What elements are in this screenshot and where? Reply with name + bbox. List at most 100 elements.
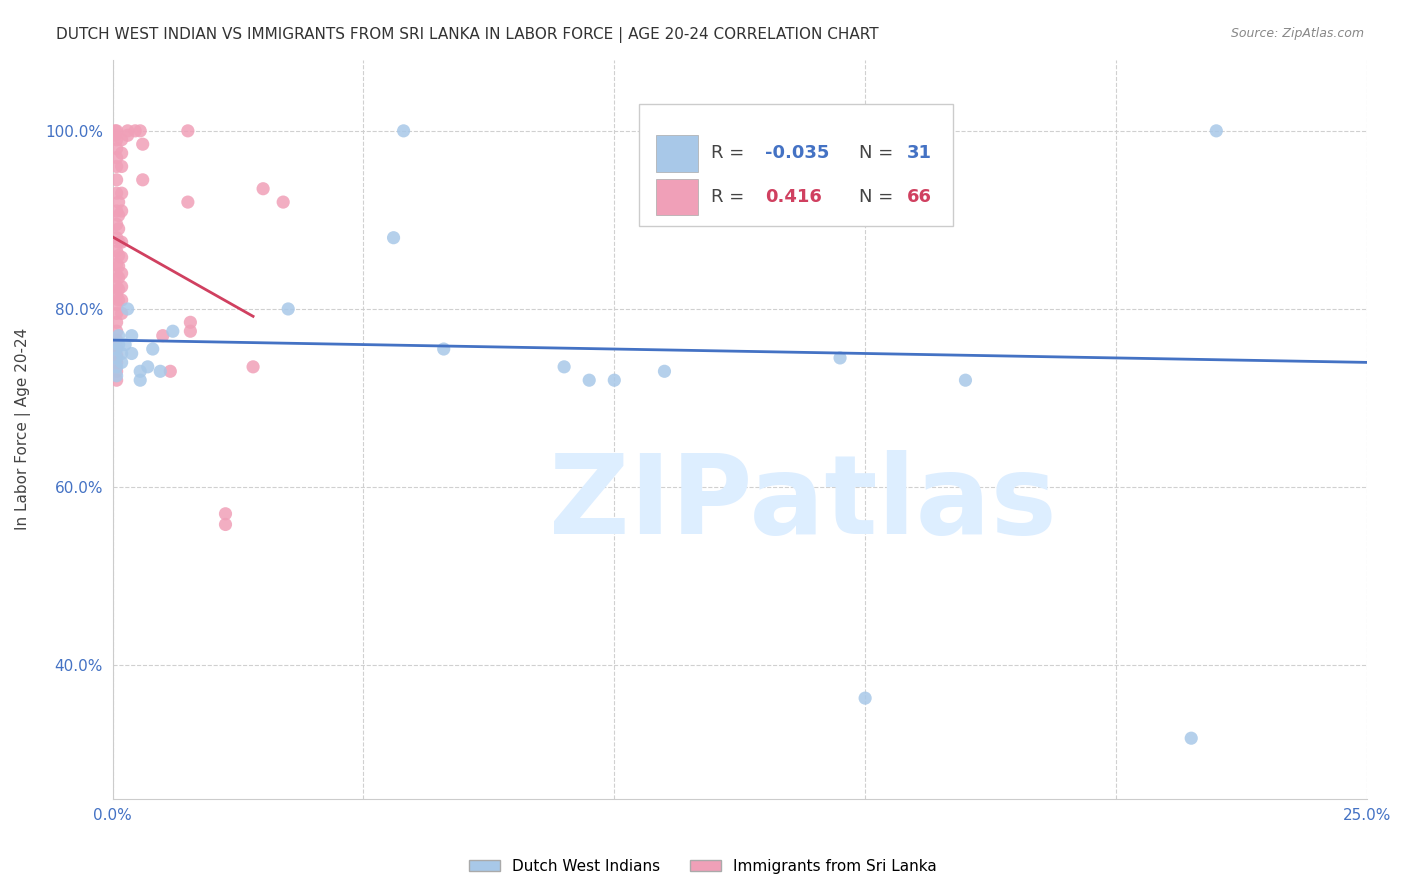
Point [136, 359, 159, 374]
Point [104, 124, 127, 138]
Point [105, 315, 128, 329]
Point [107, 195, 129, 210]
Point [142, 342, 165, 356]
Point [111, 279, 134, 293]
Point [111, 266, 134, 280]
FancyBboxPatch shape [640, 104, 953, 226]
Point [853, 691, 876, 706]
Point [111, 146, 134, 161]
Point [654, 364, 676, 378]
Point [105, 288, 128, 302]
Point [252, 182, 274, 196]
Point [107, 259, 129, 273]
Y-axis label: In Labor Force | Age 20-24: In Labor Force | Age 20-24 [15, 328, 31, 531]
Point [117, 124, 139, 138]
FancyBboxPatch shape [655, 136, 699, 171]
Point [107, 248, 129, 262]
Text: DUTCH WEST INDIAN VS IMMIGRANTS FROM SRI LANKA IN LABOR FORCE | AGE 20-24 CORREL: DUTCH WEST INDIAN VS IMMIGRANTS FROM SRI… [56, 27, 879, 43]
Point [105, 351, 128, 365]
Point [111, 306, 134, 320]
Point [105, 173, 128, 187]
Point [149, 364, 172, 378]
Point [105, 279, 128, 293]
Point [105, 324, 128, 338]
Point [105, 133, 128, 147]
Point [105, 160, 128, 174]
Text: Source: ZipAtlas.com: Source: ZipAtlas.com [1230, 27, 1364, 40]
Point [179, 315, 201, 329]
Point [111, 235, 134, 249]
Point [955, 373, 977, 387]
Point [129, 124, 152, 138]
Text: -0.035: -0.035 [765, 145, 830, 162]
Point [1205, 124, 1227, 138]
Point [105, 368, 128, 383]
Point [105, 204, 128, 219]
Point [105, 297, 128, 311]
Point [117, 128, 139, 143]
Point [132, 173, 155, 187]
Point [105, 230, 128, 244]
Point [114, 337, 136, 351]
Point [124, 124, 146, 138]
Point [105, 306, 128, 320]
Point [105, 355, 128, 369]
Point [111, 160, 134, 174]
Point [271, 195, 294, 210]
Point [382, 230, 405, 244]
Text: 31: 31 [907, 145, 932, 162]
Point [121, 346, 143, 360]
Point [121, 328, 143, 343]
Point [105, 333, 128, 347]
Point [603, 373, 626, 387]
Point [214, 517, 236, 532]
Point [105, 151, 128, 165]
Point [177, 195, 200, 210]
Point [111, 355, 134, 369]
Point [105, 268, 128, 282]
Point [105, 142, 128, 156]
FancyBboxPatch shape [655, 179, 699, 215]
Point [105, 340, 128, 354]
Point [828, 351, 851, 365]
Point [107, 235, 129, 249]
Point [105, 348, 128, 362]
Point [1180, 731, 1202, 746]
Text: N =: N = [859, 145, 893, 162]
Point [111, 346, 134, 360]
Point [111, 204, 134, 219]
Text: R =: R = [711, 145, 744, 162]
Point [105, 359, 128, 374]
Point [214, 507, 236, 521]
Point [433, 342, 456, 356]
Point [105, 244, 128, 258]
Point [162, 324, 184, 338]
Point [179, 324, 201, 338]
Point [242, 359, 264, 374]
Point [129, 364, 152, 378]
Point [107, 222, 129, 236]
Point [105, 364, 128, 378]
Point [129, 373, 152, 387]
Point [105, 218, 128, 232]
Text: N =: N = [859, 188, 893, 206]
Point [159, 364, 181, 378]
Point [177, 124, 200, 138]
Point [107, 282, 129, 296]
Point [111, 293, 134, 307]
Point [132, 137, 155, 152]
Point [111, 133, 134, 147]
Point [107, 337, 129, 351]
Point [107, 328, 129, 343]
Text: 66: 66 [907, 188, 932, 206]
Point [392, 124, 415, 138]
Point [105, 124, 128, 138]
Point [105, 373, 128, 387]
Point [107, 209, 129, 223]
Text: ZIPatlas: ZIPatlas [548, 450, 1056, 557]
Text: 0.416: 0.416 [765, 188, 821, 206]
Point [578, 373, 600, 387]
Text: R =: R = [711, 188, 744, 206]
Point [111, 250, 134, 264]
Point [105, 257, 128, 271]
